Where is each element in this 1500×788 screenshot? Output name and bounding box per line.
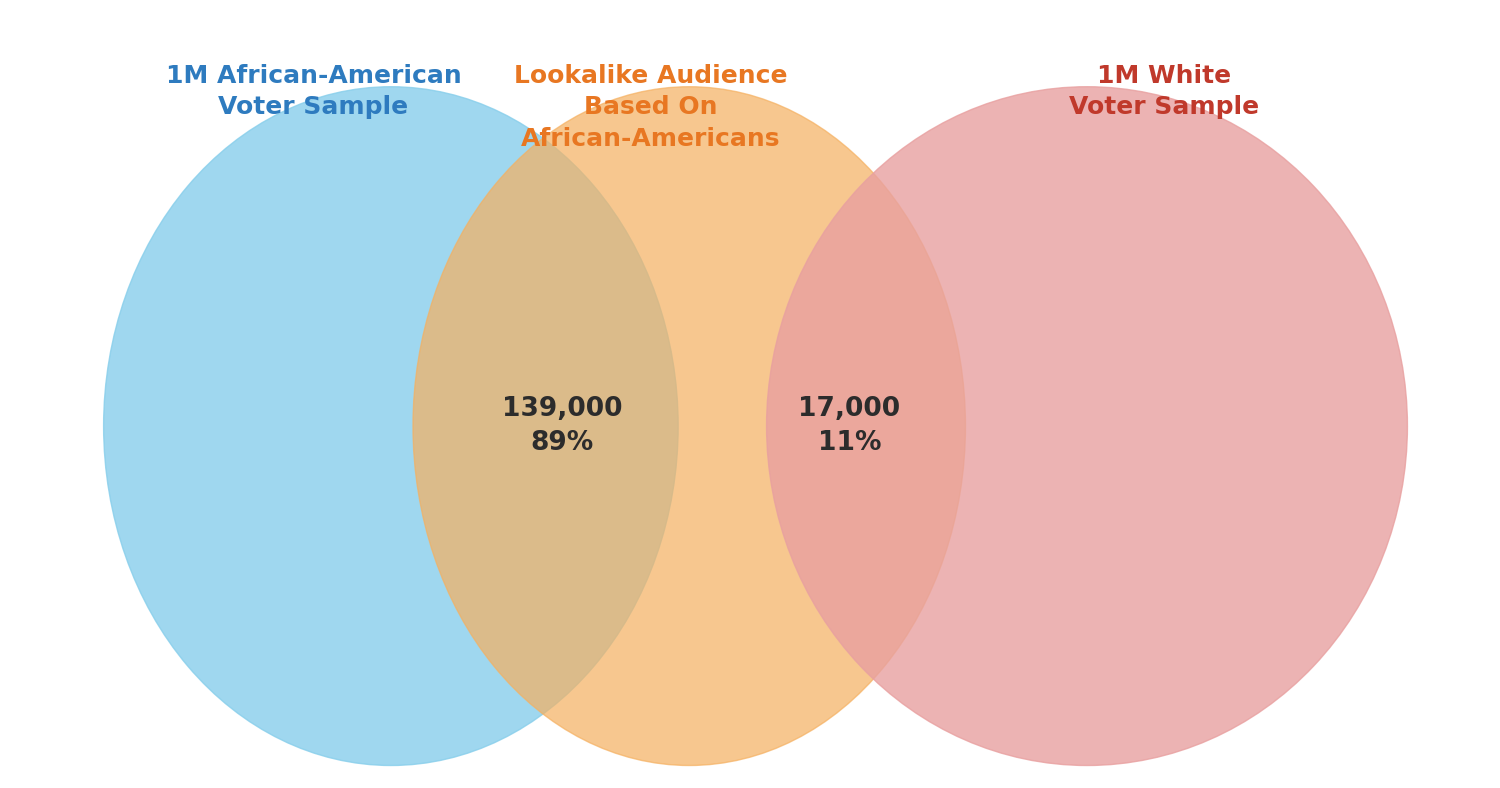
Ellipse shape [413,87,966,765]
Text: Lookalike Audience
Based On
African-Americans: Lookalike Audience Based On African-Amer… [514,64,788,151]
Ellipse shape [104,87,678,765]
Text: 17,000
11%: 17,000 11% [798,396,900,456]
Text: 1M African-American
Voter Sample: 1M African-American Voter Sample [165,64,462,120]
Ellipse shape [766,87,1407,765]
Text: 1M White
Voter Sample: 1M White Voter Sample [1070,64,1260,120]
Text: 139,000
89%: 139,000 89% [503,396,622,456]
